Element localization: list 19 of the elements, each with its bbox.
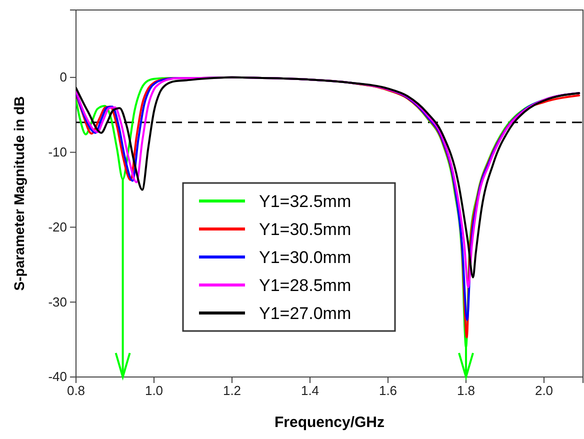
- x-tick-label: 1.0: [144, 383, 164, 398]
- x-tick-label: 0.8: [66, 383, 86, 398]
- x-tick-label: 1.2: [222, 383, 242, 398]
- y-tick-label: -40: [48, 369, 67, 384]
- legend-label: Y1=30.5mm: [259, 220, 352, 239]
- y-tick-label: -30: [48, 294, 67, 310]
- y-tick-label: 0: [60, 70, 67, 85]
- x-tick-label: 1.8: [456, 383, 476, 398]
- x-tick-label: 1.6: [378, 383, 398, 398]
- legend-label: Y1=27.0mm: [259, 304, 352, 323]
- legend-label: Y1=30.0mm: [259, 248, 352, 267]
- legend-label: Y1=28.5mm: [259, 276, 352, 295]
- x-tick-label: 2.0: [534, 383, 554, 398]
- legend-label: Y1=32.5mm: [259, 192, 352, 211]
- x-axis-title: Frequency/GHz: [274, 414, 385, 431]
- y-tick-label: -20: [48, 219, 67, 234]
- x-tick-label: 1.4: [300, 383, 320, 398]
- y-axis-title: S-parameter Magnitude in dB: [11, 96, 27, 291]
- y-tick-label: -10: [48, 144, 67, 160]
